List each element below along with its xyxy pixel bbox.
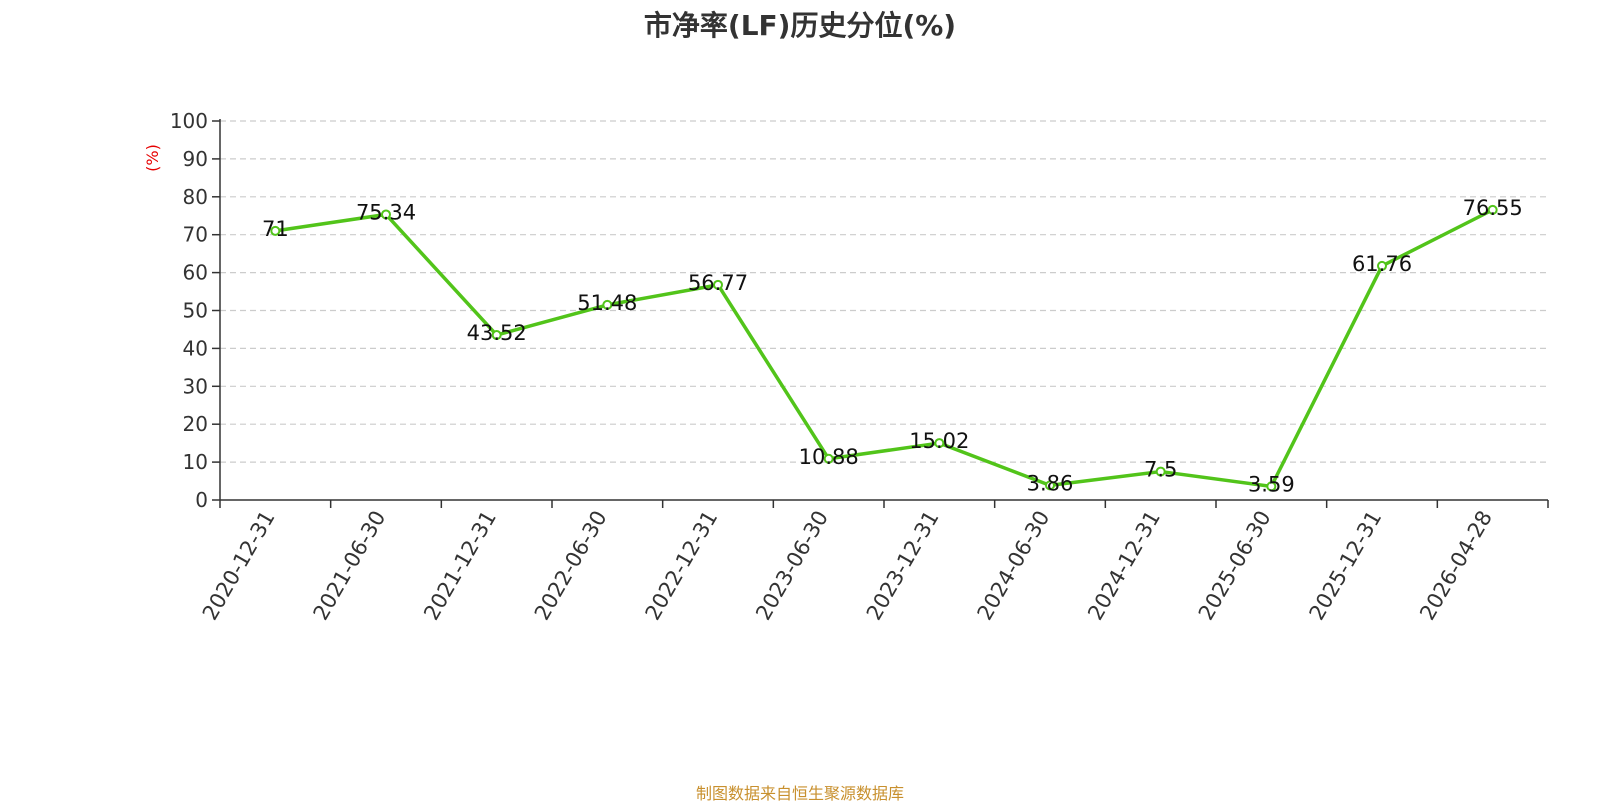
y-tick-label: 80 <box>183 185 208 209</box>
data-label: 75.34 <box>356 200 416 224</box>
data-label: 61.76 <box>1352 252 1412 276</box>
data-label: 56.77 <box>688 271 748 295</box>
data-point <box>1155 466 1166 477</box>
x-tick-label: 2021-12-31 <box>419 506 501 624</box>
x-tick-label: 2023-06-30 <box>751 507 833 625</box>
data-point <box>1377 260 1387 271</box>
chart-title: 市净率(LF)历史分位(%) <box>643 9 957 42</box>
x-tick-label: 2025-06-30 <box>1194 507 1276 625</box>
data-labels: 71 75.34 43.52 51.48 56.77 10.88 15.02 3.86 7.5 3… <box>262 196 1523 497</box>
y-tick-label: 90 <box>183 147 208 171</box>
x-tick-label: 2022-06-30 <box>530 507 612 625</box>
data-label: 10.88 <box>799 445 859 469</box>
x-tick-label: 2024-06-30 <box>973 507 1055 625</box>
x-tick-label: 2025-12-31 <box>1305 507 1387 625</box>
data-label: 51.48 <box>577 291 637 315</box>
x-tick-label: 2026-04-28 <box>1415 507 1497 625</box>
y-tick-label: 50 <box>183 299 208 323</box>
source-footnote: 制图数据来自恒生聚源数据库 <box>695 784 904 803</box>
x-tick-label: 2020-12-31 <box>198 507 280 625</box>
y-tick-label: 20 <box>183 412 208 436</box>
data-label: 76.55 <box>1463 196 1523 220</box>
x-tick-label: 2022-12-31 <box>641 507 723 625</box>
data-point <box>1045 480 1055 491</box>
data-label: 43.52 <box>467 321 527 345</box>
y-tick-label: 0 <box>195 488 208 512</box>
y-tick-label: 60 <box>183 261 208 285</box>
x-tick-label: 2024-12-31 <box>1083 507 1165 625</box>
x-tick-label: 2021-06-30 <box>309 507 391 625</box>
data-point <box>381 209 391 220</box>
data-point <box>602 299 613 310</box>
data-label: 15.02 <box>909 429 969 453</box>
x-tick-label: 2023-12-31 <box>862 506 944 624</box>
data-label: 71 <box>262 217 289 241</box>
y-axis-label: (%) <box>143 144 162 172</box>
data-label: 7.5 <box>1144 458 1177 482</box>
axes <box>219 119 1548 501</box>
data-point <box>713 279 723 290</box>
data-point <box>270 225 281 236</box>
y-tick-label: 10 <box>183 450 208 474</box>
data-point <box>1266 481 1277 492</box>
y-tick-label: 30 <box>183 374 208 398</box>
data-point <box>491 330 502 341</box>
grid-lines <box>220 120 1548 463</box>
y-tick-label: 100 <box>170 109 208 133</box>
series-layer <box>270 204 1498 492</box>
data-point <box>934 438 945 449</box>
y-tick-label: 40 <box>183 336 208 360</box>
x-axis-ticks: 2020-12-31 2021-06-30 2021-12-31 2022-06-30… <box>198 500 1549 625</box>
series-line <box>275 208 1494 489</box>
y-axis-ticks: 0 10 20 30 40 50 60 70 80 90 100 <box>170 109 220 512</box>
data-point <box>1487 204 1498 215</box>
y-tick-label: 70 <box>183 223 208 247</box>
data-label: 3.86 <box>1027 471 1074 495</box>
data-label: 3.59 <box>1248 472 1295 496</box>
data-point <box>823 453 834 464</box>
